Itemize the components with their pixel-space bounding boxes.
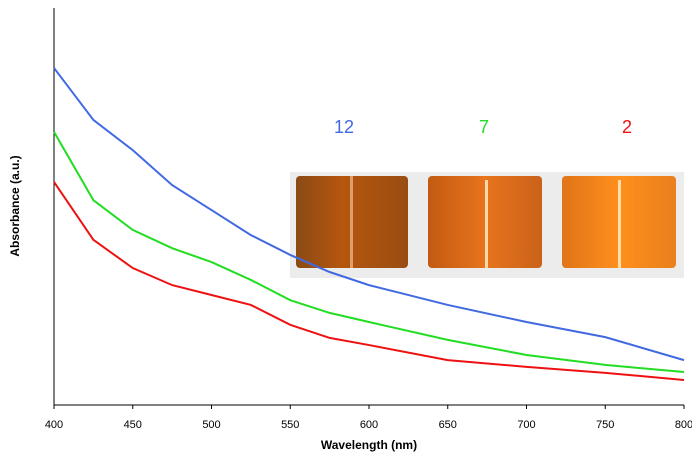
x-tick-label: 450 bbox=[124, 419, 142, 431]
vial-label: 2 bbox=[622, 117, 632, 137]
x-tick-label: 400 bbox=[45, 419, 63, 431]
x-tick-label: 750 bbox=[596, 419, 614, 431]
spectrum-line bbox=[53, 131, 685, 374]
x-axis-title: Wavelength (nm) bbox=[321, 438, 417, 452]
spectrum-line bbox=[53, 67, 685, 362]
vial-label: 12 bbox=[334, 117, 354, 137]
y-axis-title: Absorbance (a.u.) bbox=[8, 155, 22, 256]
vial-photo bbox=[290, 172, 684, 278]
x-tick-label: 600 bbox=[360, 419, 378, 431]
spectrum-line bbox=[53, 181, 685, 381]
vial-label: 7 bbox=[479, 117, 489, 137]
x-tick-label: 700 bbox=[517, 419, 535, 431]
x-tick-label: 550 bbox=[281, 419, 299, 431]
x-tick-label: 500 bbox=[202, 419, 220, 431]
x-tick-label: 800 bbox=[675, 419, 692, 431]
x-tick-label: 650 bbox=[439, 419, 457, 431]
